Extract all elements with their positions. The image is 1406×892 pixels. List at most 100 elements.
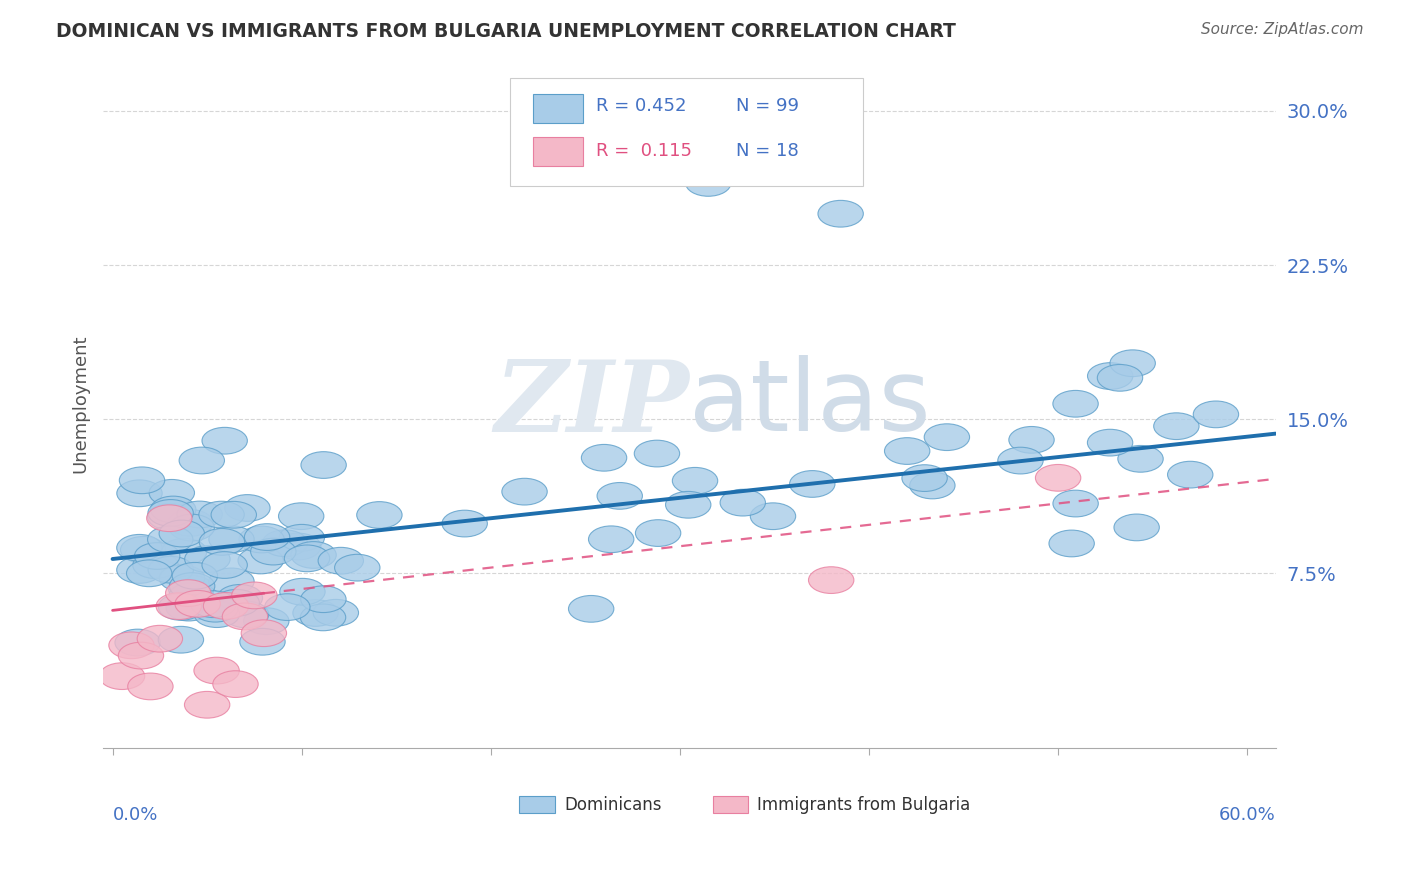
Ellipse shape [167,509,212,536]
Ellipse shape [1010,426,1054,453]
Ellipse shape [1053,491,1098,516]
Ellipse shape [198,501,245,528]
Ellipse shape [214,590,259,616]
Ellipse shape [1167,461,1213,488]
Ellipse shape [581,444,627,471]
Ellipse shape [202,427,247,454]
Ellipse shape [172,563,218,589]
FancyBboxPatch shape [533,94,582,123]
Ellipse shape [169,514,215,541]
Ellipse shape [150,496,195,523]
Ellipse shape [208,568,254,595]
Ellipse shape [314,599,359,626]
Text: DOMINICAN VS IMMIGRANTS FROM BULGARIA UNEMPLOYMENT CORRELATION CHART: DOMINICAN VS IMMIGRANTS FROM BULGARIA UN… [56,22,956,41]
Ellipse shape [232,582,277,608]
Ellipse shape [179,447,225,474]
Ellipse shape [170,573,215,599]
Ellipse shape [222,603,267,630]
Ellipse shape [790,471,835,498]
Ellipse shape [1109,350,1156,376]
Ellipse shape [148,503,193,530]
Ellipse shape [502,478,547,505]
Ellipse shape [1087,363,1133,390]
Ellipse shape [148,526,193,553]
Ellipse shape [357,501,402,528]
Ellipse shape [292,599,339,626]
Ellipse shape [117,534,162,561]
Ellipse shape [100,663,145,690]
Ellipse shape [301,604,346,631]
Ellipse shape [589,526,634,553]
Ellipse shape [276,533,321,560]
Ellipse shape [212,671,259,698]
Ellipse shape [208,526,254,552]
Ellipse shape [169,575,214,602]
Text: N = 18: N = 18 [737,142,799,161]
Ellipse shape [240,628,285,655]
Ellipse shape [138,625,183,652]
Ellipse shape [127,560,172,587]
Ellipse shape [166,594,211,621]
Ellipse shape [159,565,205,591]
Ellipse shape [1154,413,1199,440]
FancyBboxPatch shape [713,797,748,814]
Text: N = 99: N = 99 [737,97,799,115]
Ellipse shape [149,480,194,506]
Ellipse shape [211,501,256,528]
Ellipse shape [278,503,323,530]
Ellipse shape [1049,530,1094,557]
Ellipse shape [280,524,325,551]
Ellipse shape [120,467,165,493]
Ellipse shape [636,520,681,547]
Ellipse shape [118,642,163,669]
Ellipse shape [250,538,297,565]
Ellipse shape [177,501,222,528]
Ellipse shape [159,593,204,620]
Ellipse shape [665,491,711,518]
Ellipse shape [135,542,180,569]
Ellipse shape [1097,365,1143,392]
Ellipse shape [200,528,245,555]
Ellipse shape [128,673,173,700]
Ellipse shape [634,440,679,467]
Text: R = 0.452: R = 0.452 [596,97,686,115]
Ellipse shape [245,524,290,550]
Ellipse shape [910,472,955,499]
Ellipse shape [720,490,765,516]
Ellipse shape [238,547,284,574]
Ellipse shape [301,586,346,613]
Ellipse shape [132,552,179,579]
Ellipse shape [1035,465,1081,491]
Text: 0.0%: 0.0% [112,805,157,823]
Ellipse shape [159,520,204,547]
Ellipse shape [204,592,249,619]
Ellipse shape [998,447,1043,474]
Ellipse shape [1118,445,1163,472]
Ellipse shape [264,594,311,621]
Text: Source: ZipAtlas.com: Source: ZipAtlas.com [1201,22,1364,37]
Ellipse shape [194,601,239,627]
Ellipse shape [808,566,853,593]
Ellipse shape [901,465,948,491]
FancyBboxPatch shape [533,137,582,166]
Ellipse shape [166,580,211,607]
Text: atlas: atlas [689,355,931,452]
Ellipse shape [242,620,287,647]
Ellipse shape [184,691,229,718]
Ellipse shape [202,551,247,578]
Ellipse shape [335,554,380,581]
FancyBboxPatch shape [510,78,863,186]
Ellipse shape [121,536,166,563]
Ellipse shape [156,593,201,620]
Text: R =  0.115: R = 0.115 [596,142,692,161]
Ellipse shape [818,201,863,227]
Ellipse shape [262,530,308,557]
Ellipse shape [148,557,194,583]
Ellipse shape [672,467,717,494]
Ellipse shape [686,169,731,196]
Ellipse shape [117,480,162,507]
Ellipse shape [191,591,236,617]
Ellipse shape [217,584,263,611]
Text: Immigrants from Bulgaria: Immigrants from Bulgaria [758,796,970,814]
Ellipse shape [108,632,155,658]
